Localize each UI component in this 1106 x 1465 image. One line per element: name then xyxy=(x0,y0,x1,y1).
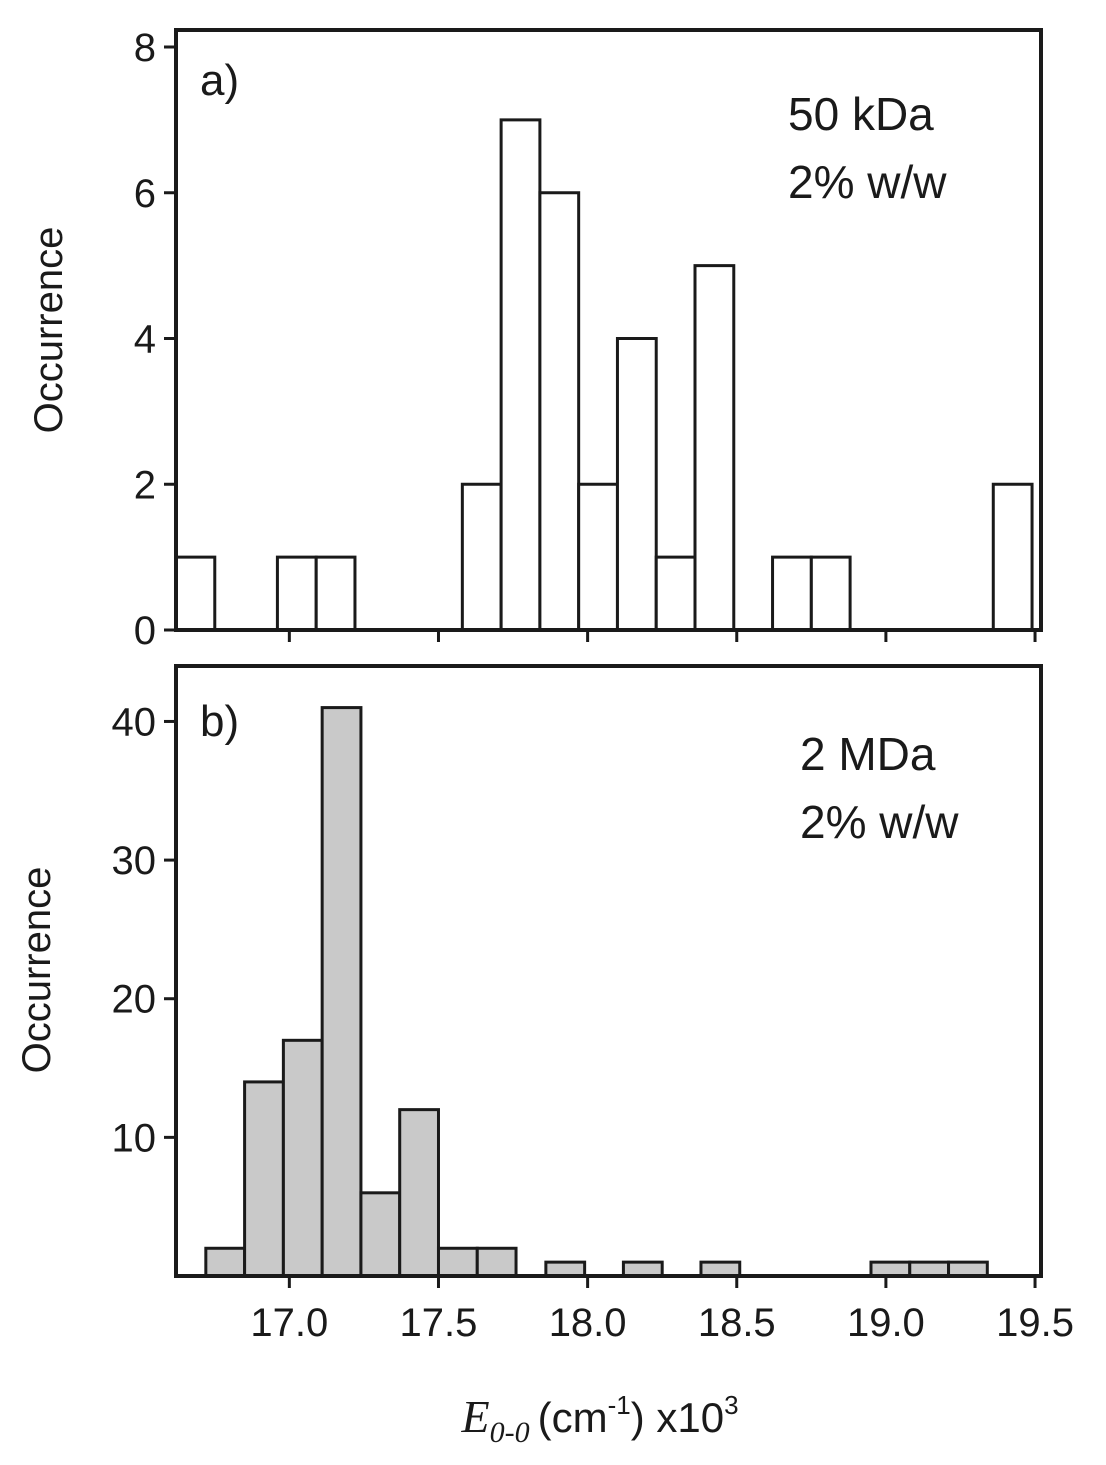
panel-b-frame xyxy=(174,664,1043,1278)
panel-b-annotation-line1: 2 MDa xyxy=(800,728,936,780)
panel-a-y-tick-label: 8 xyxy=(134,26,156,70)
panel-a-y-tick-label: 6 xyxy=(134,172,156,216)
x-axis-label-var: E xyxy=(460,1391,489,1442)
x-axis-label-exp: -1 xyxy=(608,1390,631,1420)
panel-b-bar xyxy=(475,1246,518,1278)
panel-b-label: b) xyxy=(200,697,239,746)
x-tick-label: 18.5 xyxy=(698,1301,776,1345)
panel-a-bar xyxy=(771,555,813,632)
x-axis-label-unit: (cm xyxy=(538,1394,608,1441)
panel-b-bar xyxy=(947,1260,989,1278)
panel-a-bars xyxy=(174,118,1041,632)
panel-b-bar xyxy=(699,1260,742,1278)
panel-b-y-tick-label: 40 xyxy=(112,700,157,744)
x-axis-label-sub: 0-0 xyxy=(490,1416,530,1449)
panel-b-bar xyxy=(544,1260,587,1278)
panel-a-y-axis: 0 2 4 6 8 xyxy=(134,26,176,653)
panel-b-bar xyxy=(398,1108,440,1278)
panel-a-y-tick-label: 2 xyxy=(134,463,156,507)
x-tick-label: 19.0 xyxy=(847,1301,925,1345)
panel-b-bar xyxy=(621,1260,664,1278)
panel-a-bar xyxy=(275,555,318,632)
panel-b-y-tick-label: 30 xyxy=(112,839,157,883)
panel-a: 0 2 4 6 8 a) 50 kDa 2% w/w Occurrence xyxy=(27,26,1043,653)
panel-a-y-tick-label: 0 xyxy=(134,609,156,653)
panel-a-bar xyxy=(314,555,357,632)
x-axis-label-tail: ) x10 xyxy=(631,1394,724,1441)
panel-b-bar xyxy=(320,706,363,1278)
panel-b-bar xyxy=(281,1038,324,1278)
panel-a-bar xyxy=(615,337,658,632)
panel-b-y-axis: 10 20 30 40 xyxy=(112,700,176,1160)
panel-b-bar xyxy=(436,1246,479,1278)
panel-b-bar xyxy=(869,1260,912,1278)
x-tick-label: 17.0 xyxy=(250,1301,328,1345)
x-axis-label-scale: 3 xyxy=(724,1390,738,1420)
panel-a-bar xyxy=(577,482,619,632)
x-tick-label: 19.5 xyxy=(996,1301,1074,1345)
panel-a-bar xyxy=(174,555,217,632)
panel-b-bar xyxy=(908,1260,951,1278)
panel-b-bar xyxy=(243,1080,285,1278)
panel-a-y-tick-label: 4 xyxy=(134,318,156,362)
panel-a-annotation-line2: 2% w/w xyxy=(788,156,947,208)
panel-a-y-axis-label: Occurrence xyxy=(27,227,71,434)
panel-a-frame xyxy=(174,28,1043,632)
x-tick-label: 18.0 xyxy=(549,1301,627,1345)
x-tick-label: 17.5 xyxy=(400,1301,478,1345)
panel-a-bar xyxy=(809,555,852,632)
panel-a-bar xyxy=(538,191,581,632)
panel-b: 10 20 30 40 17.0 17.5 18.0 18.5 19.0 19.5 b) 2 M… xyxy=(15,664,1074,1449)
panel-b-annotation-line2: 2% w/w xyxy=(800,796,959,848)
panel-b-y-axis-label: Occurrence xyxy=(15,867,59,1074)
panel-a-bar xyxy=(654,555,697,632)
panel-a-bar xyxy=(693,264,736,632)
panel-b-bars xyxy=(176,706,1041,1278)
panel-a-bar xyxy=(460,482,503,632)
panel-a-annotation-line1: 50 kDa xyxy=(788,88,934,140)
panel-a-label: a) xyxy=(200,56,239,105)
x-axis-label: E0-0 (cm-1) x103 xyxy=(460,1390,738,1449)
panel-b-bar xyxy=(204,1246,247,1278)
panel-b-y-tick-label: 10 xyxy=(112,1116,157,1160)
panel-a-bar xyxy=(991,482,1034,632)
panel-a-x-axis xyxy=(287,630,1037,642)
panel-b-y-tick-label: 20 xyxy=(112,978,157,1022)
panel-b-bar xyxy=(359,1191,402,1278)
panel-a-bar xyxy=(499,118,542,632)
panel-b-x-axis: 17.0 17.5 18.0 18.5 19.0 19.5 xyxy=(250,1276,1074,1345)
